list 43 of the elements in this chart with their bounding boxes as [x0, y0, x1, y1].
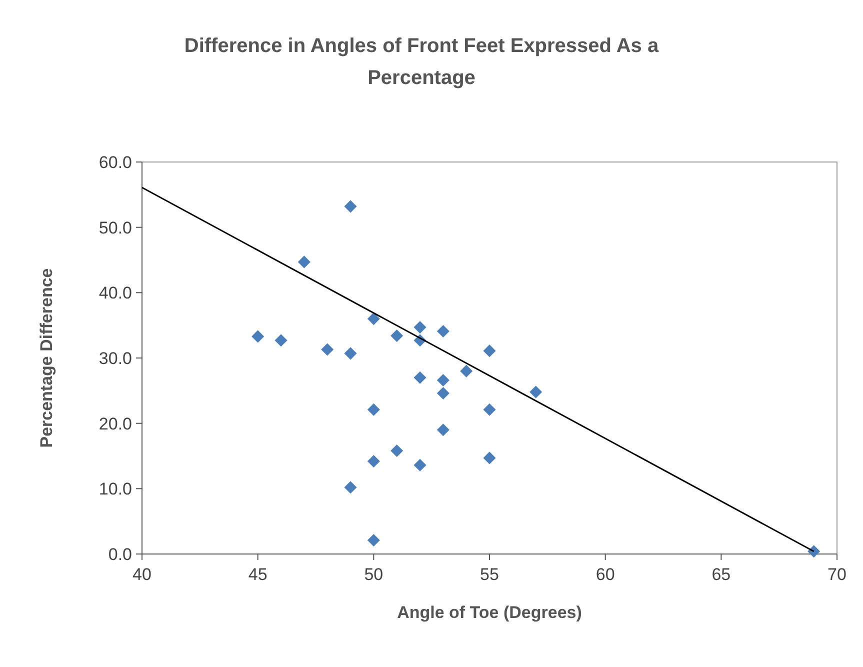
y-tick-label: 20.0	[98, 414, 132, 434]
point	[390, 330, 404, 342]
x-tick-label: 60	[596, 565, 615, 584]
point	[367, 403, 380, 416]
y-axis-title: Percentage Difference	[37, 268, 56, 448]
point	[367, 534, 380, 547]
point	[483, 403, 496, 416]
point	[436, 387, 450, 400]
y-tick-label: 60.0	[98, 152, 132, 172]
point	[414, 458, 426, 472]
y-tick-label: 10.0	[98, 480, 132, 499]
point	[483, 452, 496, 464]
x-tick-label: 50	[364, 565, 384, 584]
y-tick-label: 50.0	[98, 218, 132, 238]
point	[252, 330, 264, 343]
x-tick-label: 55	[480, 565, 499, 584]
point	[344, 347, 357, 360]
point	[483, 344, 496, 358]
y-tick-label: 0.0	[108, 544, 132, 564]
point	[414, 321, 426, 334]
x-axis-title: Angle of Toe (Degrees)	[397, 603, 582, 622]
point	[436, 424, 450, 436]
point	[344, 200, 357, 213]
point	[367, 454, 380, 468]
y-tick-label: 30.0	[98, 348, 132, 368]
point	[390, 444, 404, 458]
point	[436, 324, 450, 338]
point	[808, 545, 820, 558]
point	[298, 256, 310, 268]
point	[460, 364, 473, 378]
point	[436, 374, 450, 386]
point	[321, 343, 334, 356]
point	[344, 481, 357, 494]
x-tick-label: 40	[132, 565, 152, 584]
chart-title: Difference in Angles of Front Feet Expressed As a Percentage	[184, 35, 660, 89]
point	[530, 386, 542, 398]
x-tick-label: 45	[248, 565, 268, 584]
x-tick-label: 70	[828, 565, 846, 584]
point	[274, 334, 288, 347]
x-tick-label: 65	[712, 565, 731, 584]
point	[414, 371, 426, 384]
y-tick-label: 40.0	[98, 284, 132, 303]
point	[367, 312, 380, 326]
